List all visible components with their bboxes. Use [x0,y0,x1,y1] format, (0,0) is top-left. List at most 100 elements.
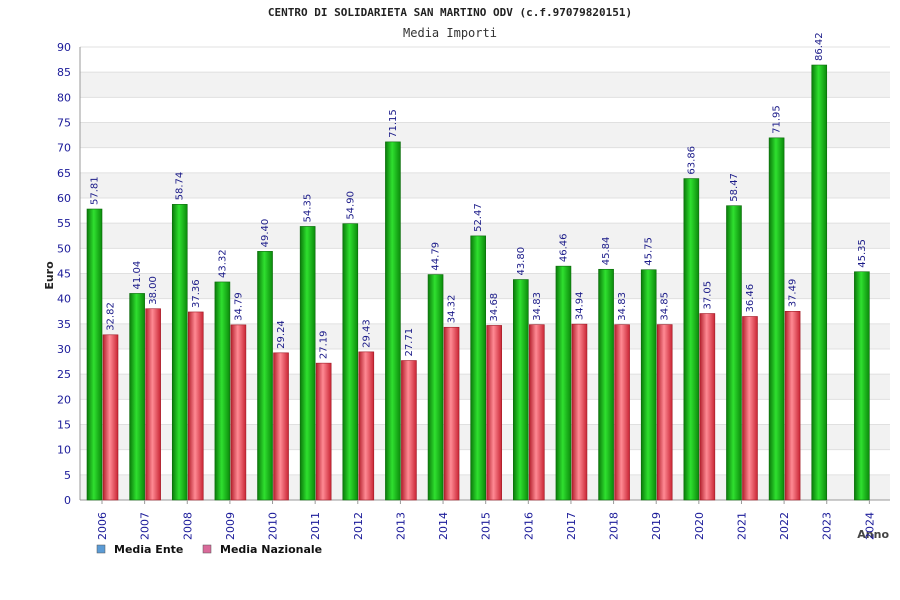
data-label: 44.79 [431,242,442,271]
bar-media-ente [427,274,444,501]
bar-media-nazionale [443,326,460,501]
legend-label: Media Nazionale [220,543,322,556]
data-label: 36.46 [745,284,756,313]
y-axis-label: Euro [43,261,56,290]
bar-media-nazionale [571,323,588,501]
y-tick-label: 35 [57,318,71,331]
y-tick-label: 15 [57,419,71,432]
data-label: 71.95 [772,105,783,134]
data-label: 34.85 [660,292,671,321]
data-label: 37.05 [702,281,713,310]
bar-media-nazionale [358,351,375,501]
bar-media-ente [214,281,231,501]
x-tick-label: 2007 [139,512,152,540]
data-label: 46.46 [558,234,569,263]
data-label: 38.00 [148,276,159,305]
bar-media-ente [555,265,572,501]
grid-band [80,147,890,173]
x-tick-label: 2017 [565,512,578,540]
y-tick-label: 65 [57,167,71,180]
y-tick-label: 20 [57,393,71,406]
bar-media-ente [299,226,316,501]
y-tick-label: 85 [57,66,71,79]
data-label: 71.15 [388,109,399,138]
x-tick-label: 2011 [309,512,322,540]
x-tick-label: 2018 [608,512,621,540]
x-tick-label: 2016 [522,512,535,540]
data-label: 58.74 [175,172,186,201]
data-label: 34.32 [447,295,458,324]
data-label: 63.86 [686,146,697,175]
bar-media-nazionale [273,352,289,501]
x-axis-label: Anno [857,528,889,541]
data-label: 86.42 [814,32,825,61]
bar-media-ente [768,137,785,501]
x-tick-label: 2006 [96,512,109,540]
y-tick-label: 45 [57,268,71,281]
y-tick-label: 10 [57,444,71,457]
data-label: 43.80 [516,247,527,276]
data-label: 34.83 [617,292,628,321]
bar-media-ente [811,64,828,501]
x-tick-label: 2013 [394,512,407,540]
x-tick-label: 2020 [693,512,706,540]
grid-band [80,172,890,198]
y-tick-label: 75 [57,117,71,130]
bar-media-ente [513,279,529,501]
bar-media-ente [86,208,103,501]
bar-media-ente [598,268,614,501]
x-tick-label: 2012 [352,512,365,540]
x-tick-label: 2024 [863,512,876,540]
chart-subtitle: Media Importi [403,26,497,40]
grid-band [80,198,890,224]
legend-label: Media Ente [114,543,183,556]
data-label: 34.83 [532,292,543,321]
bar-media-nazionale [230,324,247,501]
legend-swatch [202,544,212,554]
bar-media-nazionale [784,311,801,501]
data-label: 45.75 [644,237,655,266]
bar-media-nazionale [315,362,332,501]
data-label: 27.19 [319,331,330,360]
bar-media-ente [342,223,359,501]
y-tick-label: 40 [57,293,71,306]
x-tick-label: 2022 [778,512,791,540]
bar-media-nazionale [401,360,417,501]
data-label: 58.47 [729,173,740,202]
bar-media-ente [640,269,657,501]
y-tick-label: 60 [57,192,71,205]
bar-media-ente [726,205,742,501]
data-label: 43.32 [217,249,228,278]
data-label: 54.35 [303,194,314,223]
bar-media-nazionale [699,313,716,501]
x-tick-label: 2023 [821,512,834,540]
data-label: 45.35 [857,239,868,268]
bar-media-nazionale [656,324,673,501]
y-tick-label: 25 [57,368,71,381]
x-tick-label: 2019 [650,512,663,540]
bar-media-nazionale [102,334,119,501]
data-label: 37.36 [191,279,202,308]
data-label: 52.47 [473,203,484,232]
y-tick-label: 80 [57,91,71,104]
legend-swatch [96,544,106,554]
data-label: 34.94 [574,291,585,320]
data-label: 41.04 [132,261,143,290]
bar-media-nazionale [614,324,630,501]
bar-media-ente [683,178,700,501]
y-tick-label: 55 [57,217,71,230]
bar-media-nazionale [742,316,758,501]
grid-band [80,97,890,123]
bar-media-ente [470,235,486,501]
x-tick-label: 2015 [480,512,493,540]
bar-media-ente [385,141,401,501]
bar-media-nazionale [486,325,502,501]
data-label: 34.79 [233,292,244,321]
grid-band [80,122,890,148]
bar-media-ente [257,251,273,501]
data-label: 37.49 [788,279,799,308]
chart-title: CENTRO DI SOLIDARIETA SAN MARTINO ODV (c… [267,6,633,19]
y-tick-label: 50 [57,242,71,255]
